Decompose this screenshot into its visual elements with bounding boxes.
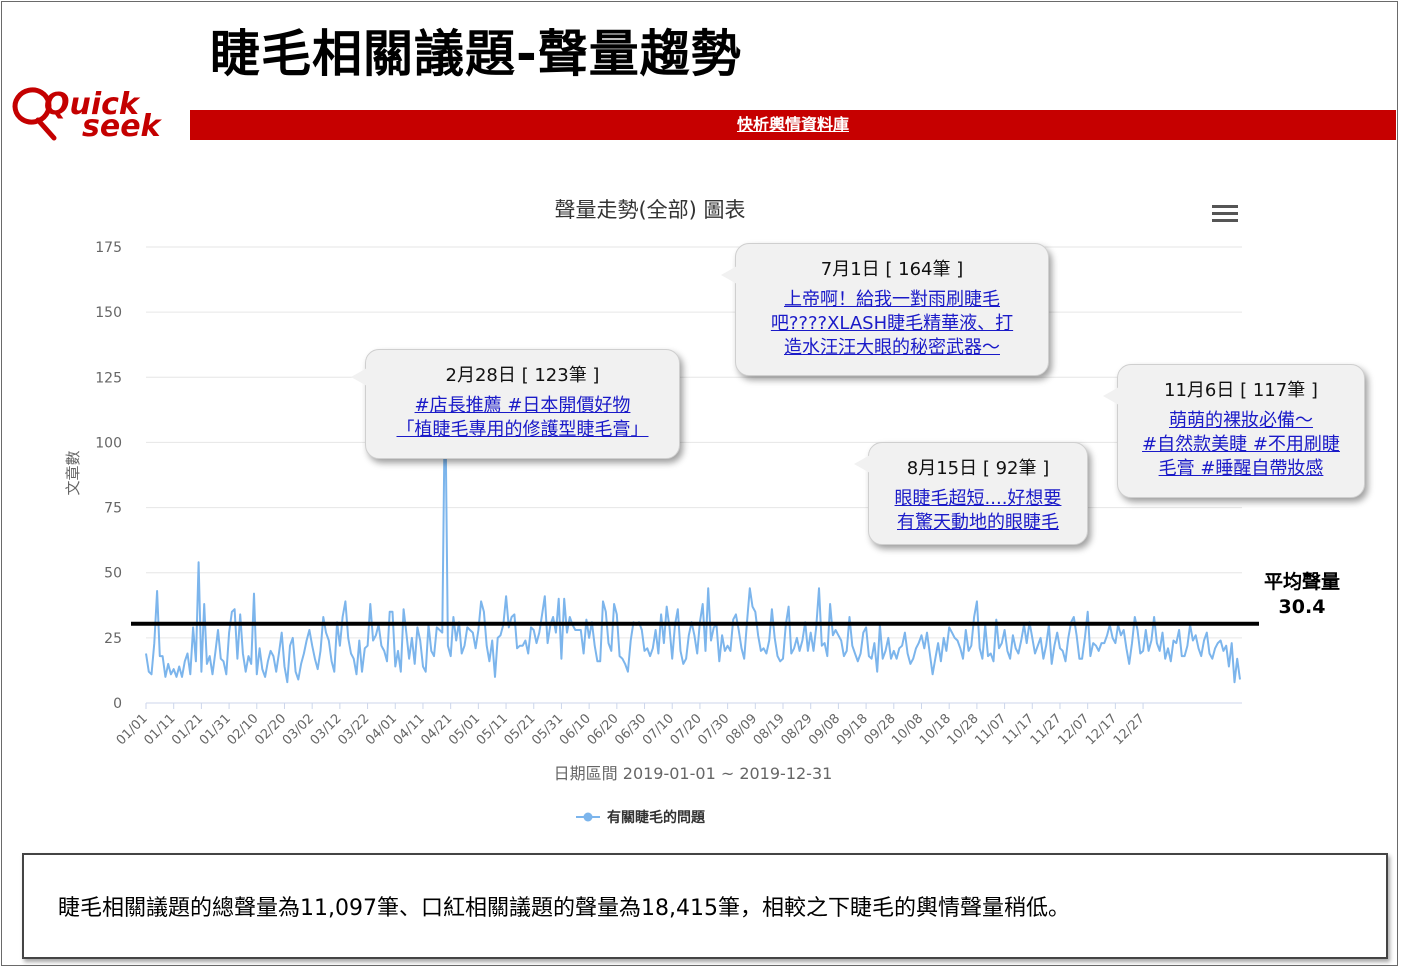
y-tick-label: 100 (95, 435, 122, 451)
summary-box: 睫毛相關議題的總聲量為11,097筆、口紅相關議題的聲量為18,415筆，相較之… (22, 853, 1388, 959)
y-tick-label: 150 (95, 305, 122, 321)
callout-head: 2月28日 [ 123筆 ] (445, 365, 600, 386)
y-tick-label: 25 (104, 631, 122, 647)
chart-title: 聲量走勢(全部) 圖表 (554, 198, 745, 222)
callout-jul01: 7月1日 [ 164筆 ] 上帝啊！給我一對雨刷睫毛 吧????XLASH睫毛精華… (721, 243, 1049, 376)
callout-nov06: 11月6日 [ 117筆 ] 萌萌的裸妝必備～ #自然款美睫 #不用刷睫 毛膏 #睡… (1103, 364, 1365, 498)
callout-feb28: 2月28日 [ 123筆 ] #店長推薦 #日本開價好物 「植睫毛專用的修護型睫毛… (351, 349, 680, 459)
y-tick-label: 175 (95, 240, 122, 256)
callout-link[interactable]: 萌萌的裸妝必備～ #自然款美睫 #不用刷睫 毛膏 #睡醒自帶妝感 (1142, 410, 1340, 479)
callout-aug15: 8月15日 [ 92筆 ] 眼睫毛超短....好想要 有驚天動地的眼睫毛 (854, 442, 1088, 545)
y-tick-label: 125 (95, 370, 122, 386)
callout-link[interactable]: 上帝啊！給我一對雨刷睫毛 吧????XLASH睫毛精華液、打 造水汪汪大眼的秘密武器… (770, 289, 1014, 358)
y-tick-label: 50 (104, 566, 122, 582)
x-tick-label: 12/27 (1111, 711, 1148, 748)
quickseek-logo: Quick seek (12, 87, 163, 144)
average-label: 平均聲量 30.4 (1263, 571, 1340, 618)
callout-link[interactable]: #店長推薦 #日本開價好物 「植睫毛專用的修護型睫毛膏」 (396, 395, 649, 440)
callout-head: 7月1日 [ 164筆 ] (820, 259, 964, 280)
callout-head: 8月15日 [ 92筆 ] (906, 458, 1050, 479)
callout-head: 11月6日 [ 117筆 ] (1164, 380, 1318, 401)
x-axis-title: 日期區間 2019-01-01 ~ 2019-12-31 (554, 764, 833, 783)
y-tick-label: 0 (113, 696, 122, 712)
series-line (145, 381, 1241, 684)
callout-link[interactable]: 眼睫毛超短....好想要 有驚天動地的眼睫毛 (894, 488, 1062, 533)
y-tick-label: 75 (104, 501, 122, 517)
legend[interactable]: 有關睫毛的問題 (576, 809, 706, 826)
logo-text-seek: seek (82, 109, 163, 144)
logo-text-quick: Quick (44, 87, 141, 122)
legend-label: 有關睫毛的問題 (607, 809, 706, 826)
banner: 快析輿情資料庫 (190, 110, 1396, 140)
y-axis-title: 文章數 (64, 450, 82, 495)
page-title: 睫毛相關議題-聲量趨勢 (210, 25, 742, 83)
summary-text: 睫毛相關議題的總聲量為11,097筆、口紅相關議題的聲量為18,415筆，相較之… (58, 896, 1070, 921)
banner-text: 快析輿情資料庫 (736, 115, 849, 134)
menu-icon[interactable] (1212, 205, 1238, 222)
